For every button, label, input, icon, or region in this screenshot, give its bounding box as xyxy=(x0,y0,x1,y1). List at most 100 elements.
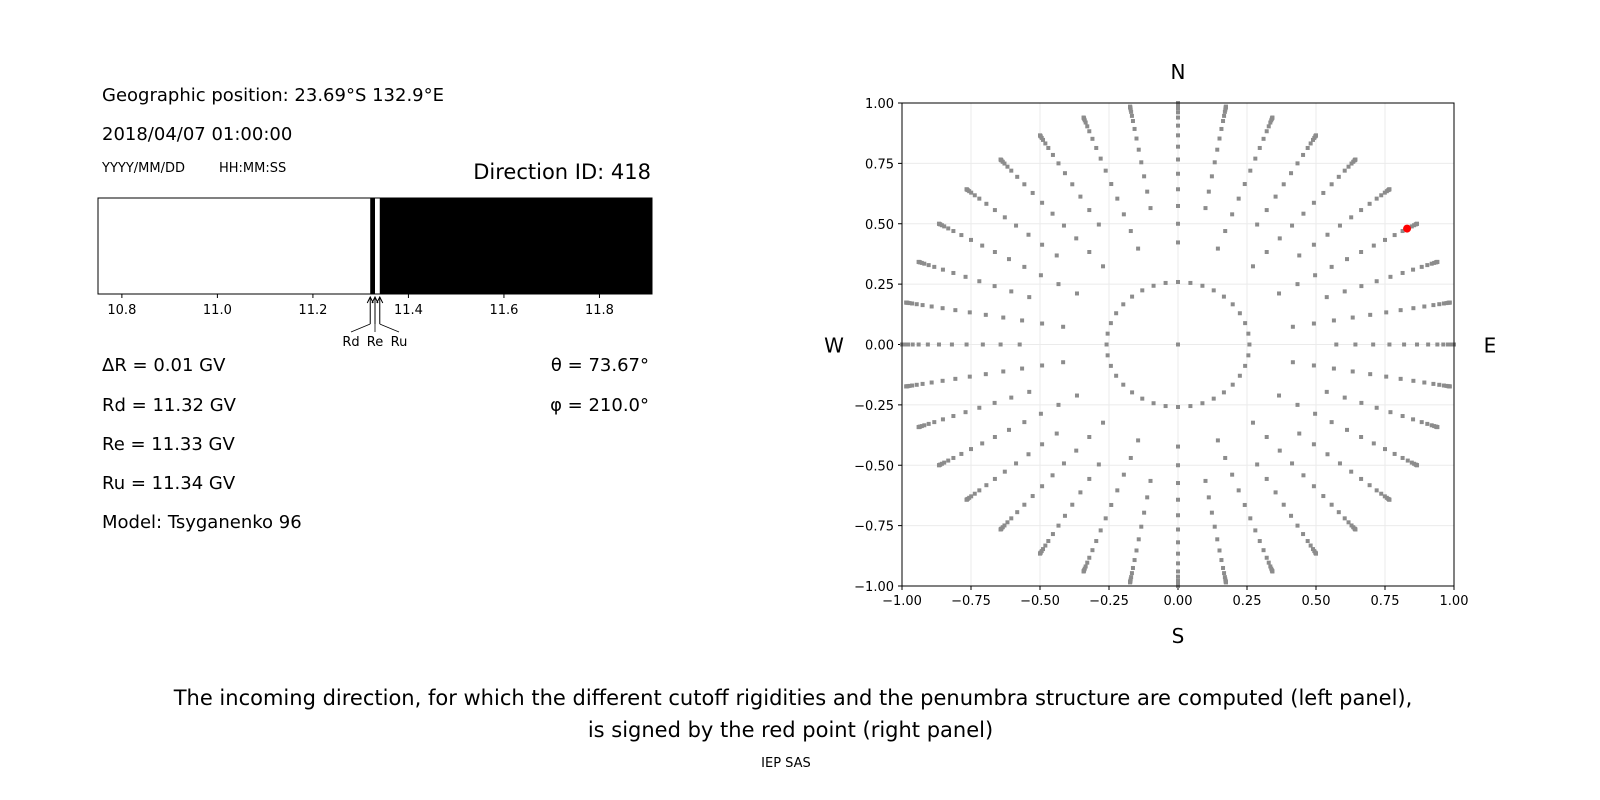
grid-point xyxy=(969,494,974,499)
grid-point xyxy=(1038,551,1042,556)
x-tick-label: −1.00 xyxy=(882,594,922,609)
grid-point xyxy=(980,342,985,347)
grid-point xyxy=(1334,342,1339,347)
marker-label-ru: Ru xyxy=(391,335,408,350)
grid-point xyxy=(1382,494,1387,499)
grid-point xyxy=(1337,223,1342,228)
grid-point xyxy=(1056,402,1061,407)
grid-point xyxy=(1253,156,1258,161)
grid-point xyxy=(1176,203,1180,208)
grid-point xyxy=(1342,289,1347,294)
grid-point xyxy=(1371,441,1376,446)
grid-point xyxy=(1040,321,1045,326)
grid-point xyxy=(1050,532,1055,537)
grid-point xyxy=(906,342,911,347)
grid-point xyxy=(1148,478,1153,483)
grid-point xyxy=(1222,113,1227,118)
grid-point xyxy=(940,417,945,422)
model: Model: Tsyganenko 96 xyxy=(102,512,302,533)
grid-point xyxy=(1281,182,1286,187)
grid-point xyxy=(992,208,997,213)
grid-point xyxy=(1061,461,1066,466)
grid-point xyxy=(1074,448,1079,453)
grid-point xyxy=(1209,510,1214,515)
grid-point xyxy=(1223,580,1228,585)
grid-point xyxy=(1121,212,1126,217)
grid-point xyxy=(1115,196,1120,201)
grid-point xyxy=(1242,182,1247,187)
phi-value: φ = 210.0° xyxy=(550,395,649,416)
grid-point xyxy=(1345,257,1350,262)
grid-point xyxy=(942,224,947,229)
grid-point xyxy=(1098,156,1103,161)
grid-point xyxy=(1324,389,1329,394)
grid-point xyxy=(1085,560,1090,565)
grid-point xyxy=(1040,442,1045,447)
grid-point xyxy=(1212,524,1217,529)
grid-point xyxy=(1255,462,1260,467)
grid-point xyxy=(1200,401,1205,406)
grid-point xyxy=(1215,147,1220,152)
grid-point xyxy=(969,190,974,195)
grid-point xyxy=(1237,373,1242,378)
caption-line-2: is signed by the red point (right panel) xyxy=(587,718,994,742)
grid-point xyxy=(1022,264,1027,269)
grid-point xyxy=(1387,187,1392,192)
grid-point xyxy=(951,270,956,275)
grid-point xyxy=(1277,448,1282,453)
grid-point xyxy=(1411,378,1416,383)
grid-point xyxy=(949,342,954,347)
grid-point xyxy=(1383,237,1387,242)
grid-point xyxy=(1050,473,1055,478)
grid-point xyxy=(1270,115,1275,120)
grid-point xyxy=(1290,360,1295,365)
grid-point xyxy=(1219,558,1224,563)
grid-point xyxy=(1054,253,1059,258)
grid-point xyxy=(1043,543,1048,548)
grid-point xyxy=(1311,484,1316,489)
grid-point xyxy=(926,263,931,268)
grid-point xyxy=(916,259,921,264)
grid-point xyxy=(1176,551,1180,556)
x-tick-label: 1.00 xyxy=(1440,594,1469,609)
x-tick-label: 11.4 xyxy=(394,303,423,318)
grid-point xyxy=(1273,490,1278,495)
grid-point xyxy=(1129,109,1134,114)
grid-point xyxy=(1268,564,1273,569)
grid-point xyxy=(1030,494,1035,499)
arrow-head-icon xyxy=(371,295,379,304)
grid-point xyxy=(1359,250,1364,255)
re-value: Re = 11.33 GV xyxy=(102,434,235,455)
grid-point xyxy=(1211,396,1216,401)
grid-point xyxy=(1176,578,1180,583)
arrow-head-icon xyxy=(376,295,384,304)
grid-point xyxy=(1176,574,1180,579)
grid-point xyxy=(1040,242,1045,247)
grid-point xyxy=(940,378,945,383)
grid-point xyxy=(1346,520,1351,525)
grid-point xyxy=(998,342,1003,347)
grid-point xyxy=(951,455,956,460)
grid-point xyxy=(1176,342,1180,347)
grid-point xyxy=(1353,527,1358,532)
grid-point xyxy=(929,304,934,309)
grid-point xyxy=(1437,382,1442,387)
grid-point xyxy=(932,420,937,425)
grid-point xyxy=(953,376,958,381)
grid-point xyxy=(1308,543,1313,548)
grid-point xyxy=(980,243,985,248)
grid-point xyxy=(1215,537,1220,542)
marker-label-re: Re xyxy=(367,335,383,350)
grid-point xyxy=(964,342,969,347)
grid-point xyxy=(1415,221,1420,226)
grid-point xyxy=(1176,513,1180,518)
grid-point xyxy=(1431,381,1436,386)
grid-point xyxy=(977,488,982,493)
grid-point xyxy=(1176,110,1180,115)
grid-point xyxy=(1103,168,1108,173)
grid-point xyxy=(1246,353,1251,358)
grid-point xyxy=(1206,189,1211,194)
selected-direction-point xyxy=(1403,224,1412,233)
grid-point xyxy=(1176,463,1180,468)
